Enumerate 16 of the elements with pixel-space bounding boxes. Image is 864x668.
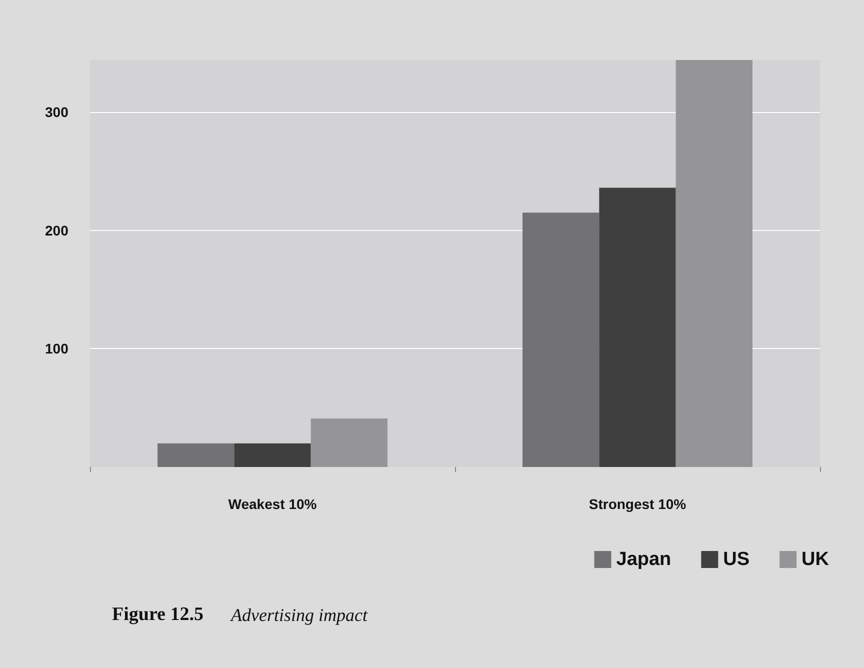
bar	[234, 443, 311, 467]
legend-label: US	[723, 549, 750, 570]
y-tick-label: 100	[45, 340, 69, 357]
bar	[599, 188, 676, 467]
bar	[310, 418, 388, 467]
legend-label: Japan	[616, 549, 672, 570]
bar	[676, 60, 752, 467]
y-tick-label: 300	[45, 104, 69, 120]
bar	[158, 443, 234, 467]
x-tick-label: Weakest 10%	[228, 496, 318, 512]
bar	[522, 212, 600, 467]
legend-label: UK	[802, 549, 830, 570]
text: Advertising impact	[230, 605, 368, 625]
x-tick-label: Strongest 10%	[588, 496, 687, 512]
y-tick-label: 200	[45, 222, 69, 238]
text: Figure 12.5	[112, 604, 204, 625]
